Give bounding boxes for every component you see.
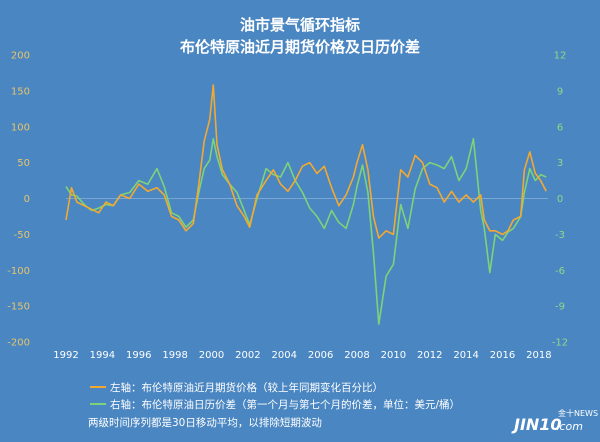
right-tick-label: 3 bbox=[557, 158, 563, 169]
x-tick-label: 2016 bbox=[490, 350, 515, 361]
right-tick-label: -9 bbox=[555, 302, 565, 313]
left-tick-label: -150 bbox=[7, 302, 30, 313]
right-tick-label: -6 bbox=[555, 266, 565, 277]
x-tick-label: 1992 bbox=[53, 350, 78, 361]
x-tick-label: 2004 bbox=[272, 350, 297, 361]
x-tick-label: 2008 bbox=[344, 350, 369, 361]
x-tick-label: 2002 bbox=[235, 350, 260, 361]
x-tick-label: 1994 bbox=[90, 350, 115, 361]
series-line-green bbox=[65, 137, 547, 325]
x-tick-label: 2010 bbox=[381, 350, 406, 361]
x-tick-label: 2018 bbox=[526, 350, 551, 361]
legend-label-gold: 左轴：布伦特原油近月期货价格（较上年同期变化百分比） bbox=[110, 381, 383, 394]
left-tick-label: 200 bbox=[11, 51, 30, 62]
series-layer bbox=[65, 84, 547, 325]
chart-subtitle: 布伦特原油近月期货价格及日历价差 bbox=[180, 38, 420, 56]
brand-main: JIN10 bbox=[511, 415, 562, 434]
x-tick-label: 2000 bbox=[199, 350, 224, 361]
left-tick-label: 150 bbox=[11, 86, 30, 97]
x-tick-label: 2006 bbox=[308, 350, 333, 361]
brand-small: 金十NEWS bbox=[558, 408, 598, 418]
left-tick-label: -100 bbox=[7, 266, 30, 277]
right-tick-label: 9 bbox=[557, 86, 563, 97]
brand-suffix: .com bbox=[556, 420, 583, 433]
x-axis: 1992 1994 1996 1998 2000 2002 2004 2006 2008 2010… bbox=[53, 350, 551, 361]
brand-logo: JIN10 金十NEWS .com bbox=[511, 408, 598, 434]
right-tick-label: -3 bbox=[555, 230, 565, 241]
left-tick-label: -200 bbox=[7, 338, 30, 349]
chart-title: 油市景气循环指标 bbox=[240, 16, 360, 34]
footnote: 两级时间序列都是30日移动平均，以排除短期波动 bbox=[88, 416, 322, 429]
x-tick-label: 2014 bbox=[453, 350, 478, 361]
right-tick-label: -12 bbox=[552, 338, 568, 349]
left-tick-label: 100 bbox=[11, 122, 30, 133]
left-tick-label: 50 bbox=[17, 158, 30, 169]
right-axis: 12 9 6 3 0 -3 -6 -9 -12 bbox=[552, 51, 568, 349]
left-tick-label: 0 bbox=[24, 194, 30, 205]
x-tick-label: 1996 bbox=[126, 350, 151, 361]
right-tick-label: 0 bbox=[557, 194, 563, 205]
right-tick-label: 12 bbox=[554, 51, 567, 62]
left-tick-label: -50 bbox=[14, 230, 30, 241]
x-tick-label: 1998 bbox=[162, 350, 187, 361]
right-tick-label: 6 bbox=[557, 122, 563, 133]
left-axis: 200 150 100 50 0 -50 -100 -150 -200 bbox=[7, 51, 30, 349]
legend-label-green: 右轴：布伦特原油日历价差（第一个月与第七个月的价差，单位：美元/桶） bbox=[110, 398, 460, 411]
series-line-gold bbox=[65, 84, 547, 239]
x-tick-label: 2012 bbox=[417, 350, 442, 361]
